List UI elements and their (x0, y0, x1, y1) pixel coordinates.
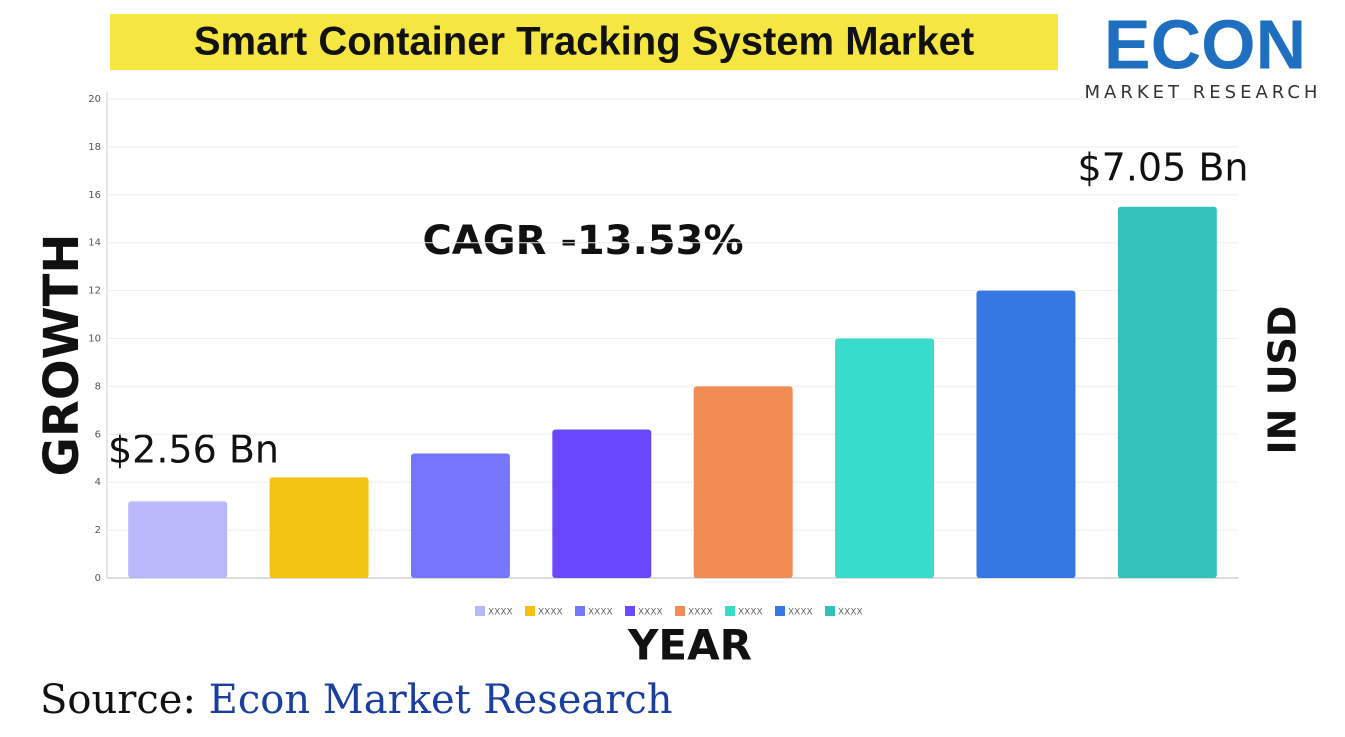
legend-swatch (525, 606, 535, 616)
bar (1117, 206, 1217, 578)
logo-brand: ECON (1104, 5, 1306, 83)
legend-label: XXXX (638, 608, 663, 618)
y-tick-label: 14 (88, 238, 101, 249)
legend-swatch (625, 606, 635, 616)
annotation: $7.05 Bn (1077, 146, 1248, 190)
y-axis-label: GROWTH (34, 233, 90, 476)
title-highlight (110, 14, 1058, 70)
bar (693, 386, 793, 578)
source-label: Source: (40, 677, 196, 723)
y-tick-label: 6 (95, 429, 101, 440)
legend-label: XXXX (588, 608, 613, 618)
legend-label: XXXX (788, 608, 813, 618)
legend-label: XXXX (738, 608, 763, 618)
legend-label: XXXX (688, 608, 713, 618)
y-tick-label: 20 (88, 94, 101, 105)
logo-tagline: MARKET RESEARCH (1085, 82, 1322, 103)
annotation: $2.56 Bn (108, 428, 279, 472)
bar (976, 290, 1076, 578)
legend-swatch (725, 606, 735, 616)
legend-label: XXXX (488, 608, 513, 618)
y2-axis-label: IN USD (1261, 306, 1305, 455)
y-tick-label: 2 (95, 525, 101, 536)
source: Source: Econ Market Research (40, 677, 673, 723)
y-tick-label: 0 (95, 573, 101, 584)
y-tick-label: 10 (88, 334, 101, 345)
y-tick-label: 18 (88, 142, 101, 153)
y-tick-label: 12 (88, 286, 101, 297)
legend-label: XXXX (838, 608, 863, 618)
y-tick-label: 16 (88, 190, 101, 201)
legend-swatch (575, 606, 585, 616)
bar (552, 429, 652, 578)
y-tick-label: 4 (95, 477, 101, 488)
y-tick-label: 8 (95, 381, 101, 392)
x-axis-label: YEAR (627, 621, 752, 670)
legend-swatch (675, 606, 685, 616)
bar (835, 338, 935, 578)
legend-swatch (825, 606, 835, 616)
legend-label: XXXX (538, 608, 563, 618)
legend-swatch (475, 606, 485, 616)
legend-swatch (775, 606, 785, 616)
bar (128, 501, 228, 578)
source-name: Econ Market Research (196, 677, 673, 723)
bar (410, 453, 510, 578)
chart-title: Smart Container Tracking System Market (194, 20, 974, 64)
cagr-annotation: CAGR -13.53% (422, 218, 743, 264)
bar (269, 477, 369, 578)
